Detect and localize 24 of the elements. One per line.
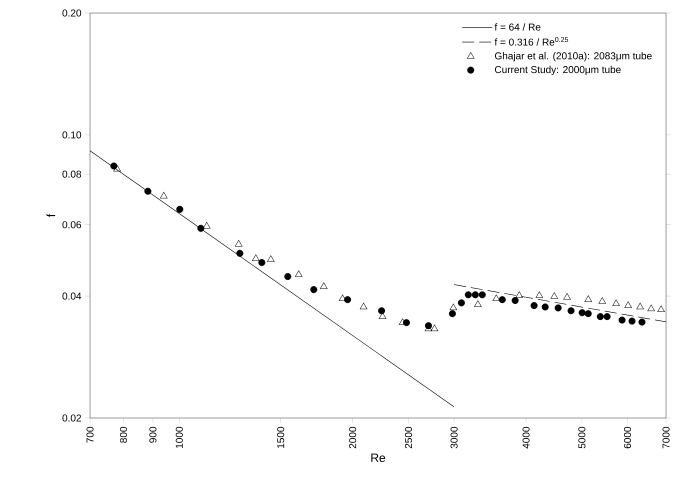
x-tick-label: 700 xyxy=(86,426,94,443)
x-tick-label: 5000 xyxy=(578,426,586,448)
y-tick-label: 0.02 xyxy=(62,414,82,422)
x-tick-label: 900 xyxy=(149,426,156,443)
y-tick-label: 0.04 xyxy=(62,292,82,300)
x-tick-label: 1000 xyxy=(176,426,183,448)
x-tick-label: 7000 xyxy=(662,426,670,448)
y-tick-label: 0.08 xyxy=(62,170,82,178)
legend-label: Current Study: 2000μm tube xyxy=(494,66,621,76)
y-tick-label: 0.20 xyxy=(62,9,82,17)
x-tick-label: 3000 xyxy=(450,426,458,448)
legend-label: f = 64 / Re xyxy=(494,23,540,31)
x-tick-label: 4000 xyxy=(522,426,530,449)
legend-label: f = 0.316 / Re$^{0.25}$ xyxy=(494,37,568,46)
x-tick-label: 800 xyxy=(120,426,127,443)
x-tick-label: 2500 xyxy=(404,426,412,448)
y-tick-label: 0.10 xyxy=(62,131,82,138)
y-axis-title: f xyxy=(46,214,56,217)
x-tick-label: 1500 xyxy=(277,426,284,448)
x-tick-label: 6000 xyxy=(624,426,632,448)
legend-label: Ghajar et al. (2010a): 2083μm tube xyxy=(494,52,652,62)
x-tick-label: 2000 xyxy=(349,426,356,448)
y-tick-label: 0.06 xyxy=(62,221,82,228)
x-axis-title: Re xyxy=(371,454,386,462)
